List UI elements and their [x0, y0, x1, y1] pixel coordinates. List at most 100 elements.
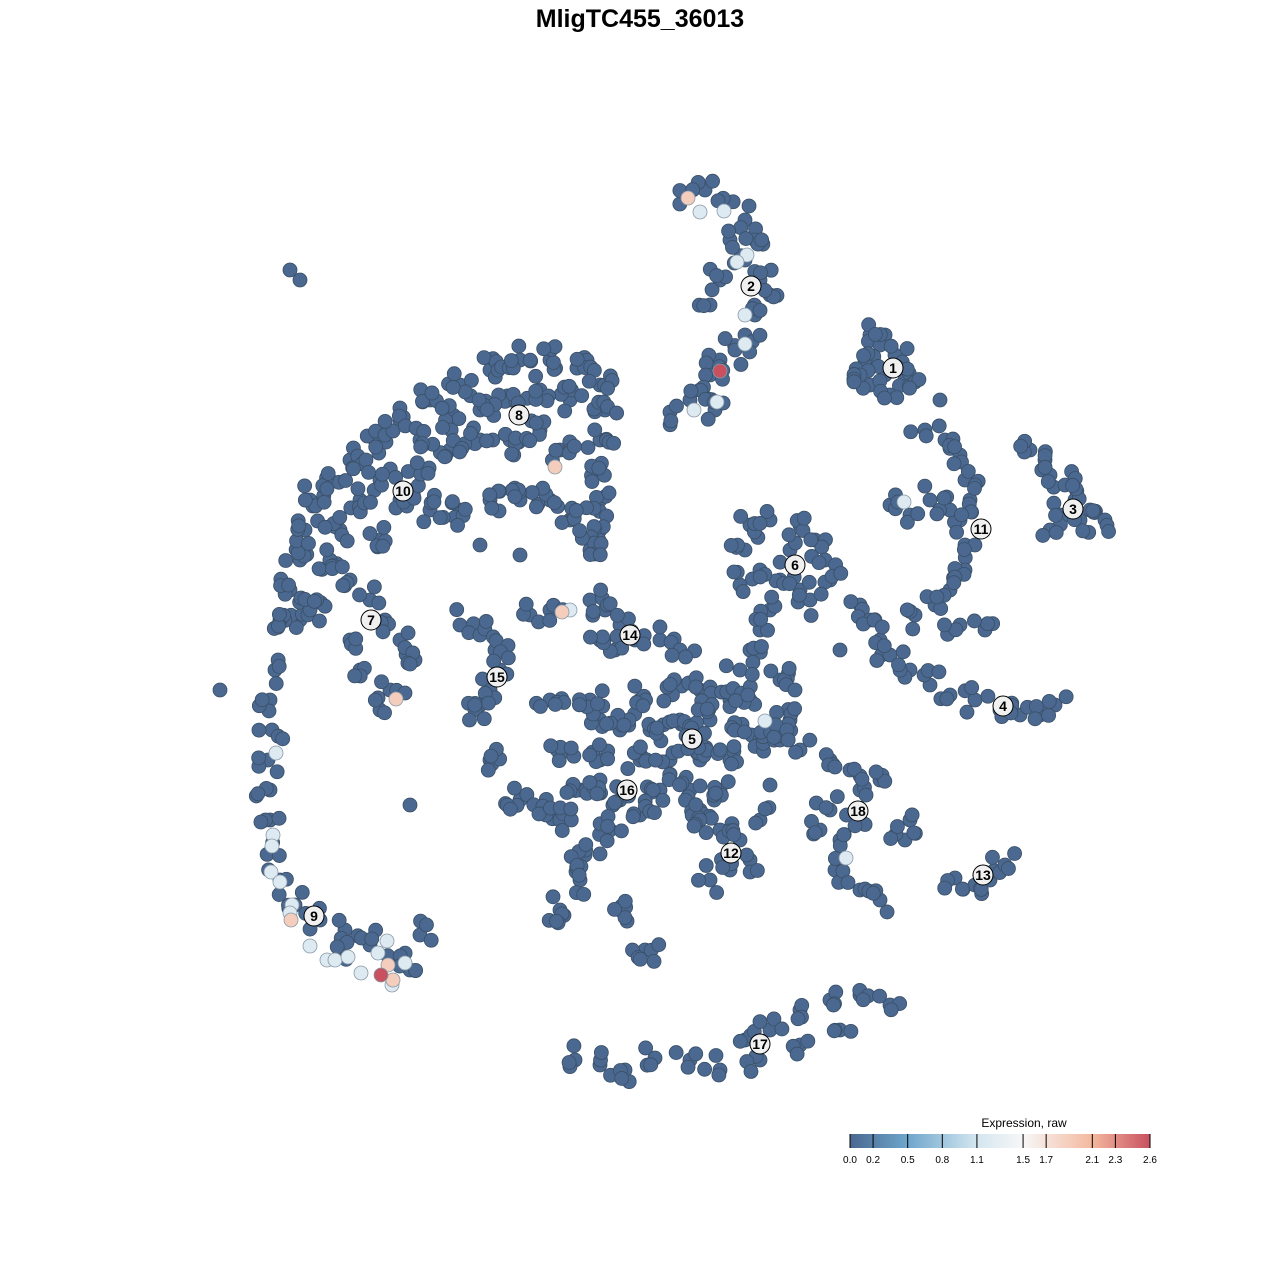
data-point: [616, 717, 632, 733]
data-point: [593, 582, 609, 598]
data-point: [251, 750, 267, 766]
data-point: [364, 931, 380, 947]
data-point: [636, 636, 652, 652]
data-point: [580, 440, 596, 455]
data-point: [651, 937, 667, 953]
data-point: [377, 705, 392, 721]
data-point: [843, 1023, 859, 1039]
data-point: [872, 988, 887, 1004]
data-point: [635, 698, 651, 714]
data-point: [566, 1038, 582, 1054]
data-point: [698, 858, 714, 873]
data-point: [645, 782, 661, 798]
data-point: [545, 889, 561, 905]
data-point: [709, 885, 725, 900]
expressed-point: [838, 850, 854, 866]
svg-text:17: 17: [752, 1036, 768, 1052]
data-point: [904, 807, 920, 823]
data-point: [964, 680, 980, 695]
data-point: [607, 795, 622, 811]
data-point: [752, 569, 768, 585]
expressed-point: [712, 363, 728, 379]
data-point: [557, 403, 573, 419]
data-point: [339, 533, 355, 549]
data-point: [294, 884, 310, 900]
data-point: [627, 678, 643, 694]
data-point: [576, 886, 592, 902]
data-point: [752, 1014, 768, 1030]
data-point: [569, 351, 585, 367]
data-point: [936, 490, 952, 506]
data-point: [733, 357, 749, 372]
data-point: [480, 695, 496, 711]
data-point: [704, 282, 720, 298]
data-point: [409, 455, 425, 471]
data-point: [522, 352, 538, 368]
data-point: [543, 738, 559, 754]
data-point: [316, 494, 332, 510]
data-point: [931, 664, 947, 680]
data-point: [985, 849, 1000, 865]
data-point: [688, 679, 704, 695]
outlier-point: [832, 642, 848, 658]
data-point: [741, 198, 757, 214]
expressed-point: [340, 949, 356, 965]
cluster-7-points: [314, 552, 423, 721]
data-point: [415, 393, 430, 409]
data-point: [1041, 694, 1057, 709]
data-point: [345, 461, 361, 477]
data-point: [574, 388, 590, 404]
outlier-point: [282, 262, 298, 278]
data-point: [889, 390, 905, 406]
expressed-point: [692, 204, 708, 220]
data-point: [617, 893, 633, 909]
data-point: [826, 997, 841, 1013]
data-point: [367, 692, 383, 708]
data-point: [1101, 524, 1116, 539]
data-point: [906, 825, 922, 841]
data-point: [643, 1057, 659, 1073]
data-point: [738, 231, 754, 246]
data-point: [686, 818, 702, 834]
data-point: [698, 367, 714, 383]
svg-text:5: 5: [688, 731, 696, 747]
legend-tick-label: 1.5: [1016, 1155, 1030, 1166]
expressed-point: [263, 864, 279, 880]
cluster-label-9: 9: [303, 905, 325, 927]
cluster-12-points: [686, 797, 777, 900]
data-point: [1048, 507, 1063, 523]
data-point: [763, 663, 779, 679]
data-point: [781, 527, 797, 543]
data-point: [846, 761, 862, 777]
expressed-point: [680, 190, 696, 206]
data-point: [320, 466, 336, 481]
data-point: [426, 494, 442, 510]
data-point: [607, 902, 622, 917]
legend-tick-label: 1.7: [1039, 1155, 1053, 1166]
data-point: [278, 553, 294, 568]
data-point: [419, 917, 434, 933]
cluster-label-6: 6: [784, 554, 806, 576]
data-point: [663, 413, 679, 429]
data-point: [829, 789, 845, 805]
expressed-point: [272, 874, 288, 890]
legend-tick-label: 2.3: [1108, 1155, 1122, 1166]
data-point: [764, 589, 780, 605]
data-point: [1048, 525, 1064, 540]
data-point: [375, 538, 391, 554]
expressed-point: [686, 402, 702, 418]
data-point: [528, 368, 544, 384]
cluster-label-5: 5: [681, 728, 703, 750]
data-point: [846, 374, 862, 390]
data-point: [449, 602, 465, 617]
data-point: [699, 701, 715, 717]
data-point: [408, 962, 424, 978]
data-point: [946, 456, 962, 472]
cluster-label-3: 3: [1062, 498, 1084, 520]
cluster-4-points: [843, 594, 1074, 727]
data-point: [312, 613, 327, 629]
data-point: [780, 732, 796, 748]
data-point: [903, 424, 919, 440]
data-point: [836, 827, 852, 843]
